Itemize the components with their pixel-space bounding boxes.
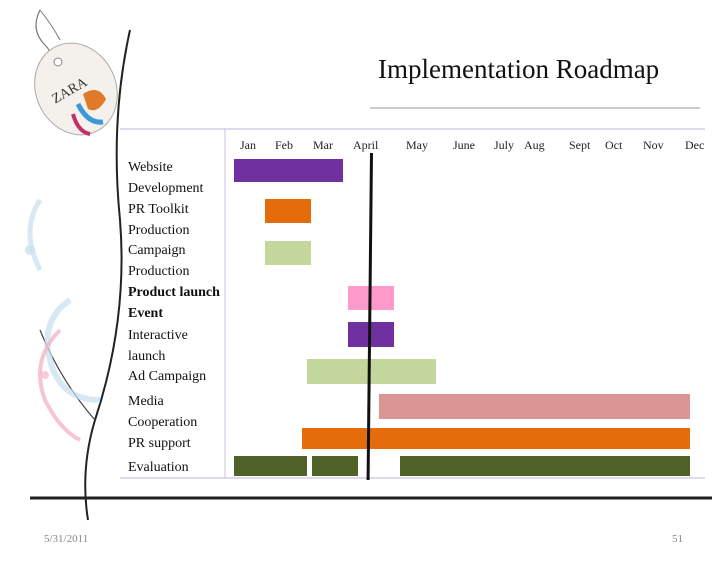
task-label: Website	[128, 160, 173, 175]
month-label-aug: Aug	[524, 138, 545, 152]
month-label-june: June	[453, 138, 475, 152]
task-label: PR Toolkit	[128, 202, 189, 217]
gantt-bar	[312, 456, 358, 476]
month-label-april: April	[353, 138, 379, 152]
task-label: Cooperation	[128, 415, 198, 430]
gantt-bar	[234, 456, 307, 476]
task-label: Event	[128, 306, 163, 321]
task-label: launch	[128, 349, 166, 364]
zara-tag-logo: ZARA	[34, 42, 118, 136]
month-label-july: July	[494, 138, 515, 152]
gantt-bar	[400, 456, 690, 476]
task-label: Product launch	[128, 285, 220, 300]
task-label: Production	[128, 264, 190, 279]
task-label: Production	[128, 223, 190, 238]
footer-page-number: 51	[672, 533, 683, 545]
task-label: Development	[128, 181, 204, 196]
month-label-jan: Jan	[240, 138, 256, 152]
task-label: Ad Campaign	[128, 369, 207, 384]
month-label-oct: Oct	[605, 138, 623, 152]
task-label: Evaluation	[128, 460, 189, 475]
gantt-bar	[234, 159, 343, 182]
gantt-bar	[265, 199, 311, 223]
slide-title: Implementation Roadmap	[378, 54, 660, 84]
gantt-bar	[307, 359, 436, 384]
month-label-sept: Sept	[569, 138, 591, 152]
gantt-bar	[265, 241, 311, 265]
task-label: PR support	[128, 436, 191, 451]
gantt-bar	[379, 394, 690, 419]
task-label: Interactive	[128, 328, 188, 343]
task-label: Media	[128, 394, 164, 409]
month-label-nov: Nov	[643, 138, 664, 152]
gantt-bar	[302, 428, 690, 449]
footer-date: 5/31/2011	[44, 533, 89, 545]
month-label-mar: Mar	[313, 138, 333, 152]
month-label-may: May	[406, 138, 428, 152]
month-label-dec: Dec	[685, 138, 705, 152]
month-label-feb: Feb	[275, 138, 293, 152]
task-label: Campaign	[128, 243, 186, 258]
